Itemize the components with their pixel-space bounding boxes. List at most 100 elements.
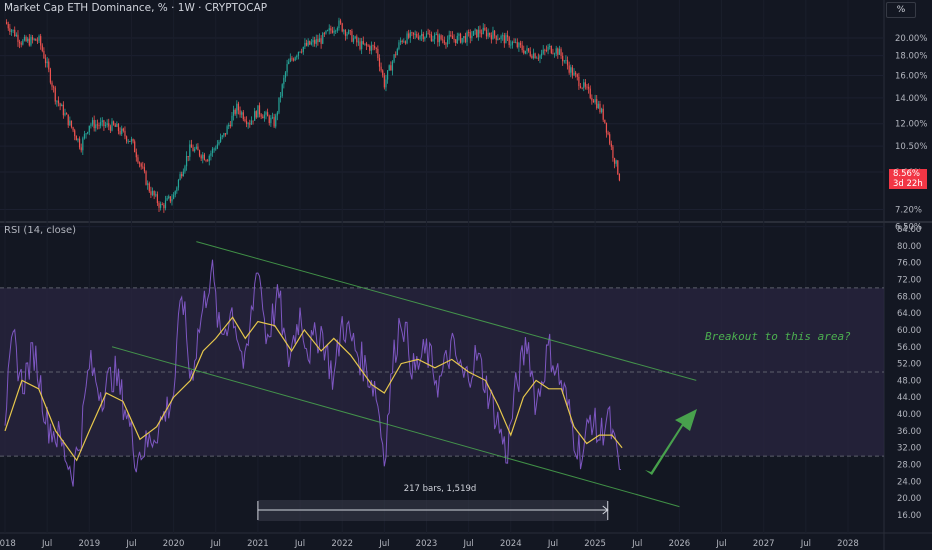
candle-body	[54, 87, 56, 102]
candle-body	[289, 58, 291, 62]
candle-body	[236, 103, 238, 114]
candle-body	[471, 35, 473, 39]
candle-body	[532, 53, 535, 59]
price-candles	[6, 17, 621, 213]
candle-body	[106, 123, 108, 125]
candle-body	[331, 30, 334, 33]
time-tick-label: 2023	[416, 539, 438, 549]
candle-body	[31, 37, 34, 40]
rsi-tick-label: 32.00	[897, 444, 921, 454]
candle-body	[153, 190, 155, 196]
candle-body	[111, 121, 113, 131]
candle-body	[177, 179, 180, 188]
time-tick-label: Jul	[631, 539, 642, 549]
candle-body	[299, 51, 301, 53]
rsi-tick-label: 64.00	[897, 309, 921, 319]
candle-body	[296, 55, 298, 58]
last-price-tag: 8.56% 3d 22h	[889, 169, 927, 189]
candle-body	[466, 32, 468, 43]
rsi-tick-label: 72.00	[897, 275, 921, 285]
candle-body	[445, 43, 447, 45]
candle-body	[291, 58, 293, 60]
candle-body	[288, 61, 290, 65]
candle-body	[101, 120, 103, 123]
rsi-tick-label: 52.00	[897, 360, 921, 370]
time-tick-label: Jul	[210, 539, 221, 549]
time-tick-label: Jul	[463, 539, 474, 549]
candle-body	[25, 37, 27, 42]
candle-body	[521, 45, 523, 51]
candle-body	[576, 74, 578, 77]
candle-body	[459, 33, 462, 43]
time-tick-label: 2020	[163, 539, 185, 549]
candle-body	[557, 48, 559, 55]
candle-body	[544, 49, 546, 51]
price-tick-label: 10.50%	[895, 142, 927, 152]
candle-body	[28, 38, 30, 46]
candle-body	[9, 28, 11, 32]
candle-body	[613, 158, 616, 164]
candle-body	[545, 50, 548, 52]
candle-body	[17, 34, 19, 42]
candle-body	[239, 110, 241, 115]
candle-body	[404, 41, 407, 44]
candle-body	[67, 114, 69, 126]
candle-body	[23, 37, 26, 41]
candle-body	[497, 38, 499, 40]
candle-body	[375, 48, 377, 49]
date-range-measure[interactable]	[257, 500, 609, 521]
candle-body	[318, 38, 321, 43]
candle-body	[140, 163, 142, 167]
candle-body	[135, 152, 137, 158]
candle-body	[143, 167, 146, 172]
candle-body	[278, 97, 280, 113]
candle-body	[202, 154, 204, 159]
candle-body	[255, 111, 257, 118]
measure-arrowhead	[602, 505, 609, 515]
candle-body	[472, 30, 475, 36]
candle-body	[489, 32, 491, 36]
candle-body	[526, 48, 528, 51]
candle-body	[541, 53, 543, 56]
candle-body	[393, 54, 395, 62]
candle-body	[315, 39, 317, 44]
candle-body	[59, 103, 61, 107]
candle-body	[327, 30, 329, 32]
candle-body	[198, 150, 201, 156]
candle-body	[229, 124, 231, 127]
candle-body	[148, 183, 150, 192]
candle-body	[519, 42, 522, 46]
time-tick-label: Jul	[41, 539, 52, 549]
candle-body	[429, 34, 431, 35]
candle-body	[446, 39, 449, 45]
candle-body	[498, 38, 501, 40]
percent-scale-button[interactable]: %	[886, 2, 916, 18]
trend-channel[interactable]	[111, 241, 697, 508]
candle-body	[116, 123, 118, 127]
candle-body	[508, 37, 510, 46]
candle-body	[36, 40, 39, 42]
candle-body	[352, 38, 355, 42]
time-tick-label: Jul	[125, 539, 136, 549]
candle-body	[511, 41, 514, 45]
candle-body	[40, 36, 42, 46]
candle-body	[85, 133, 87, 135]
candle-body	[581, 87, 583, 89]
breakout-annotation[interactable]: Breakout to this area?	[705, 330, 851, 343]
candle-body	[584, 82, 586, 87]
breakout-arrow[interactable]	[645, 409, 697, 475]
candle-body	[307, 40, 309, 46]
candle-body	[503, 35, 505, 44]
candle-body	[192, 147, 194, 152]
candle-body	[273, 117, 275, 127]
candle-body	[15, 34, 17, 37]
candle-body	[254, 111, 256, 121]
candle-body	[513, 41, 515, 43]
rsi-indicator-title[interactable]: RSI (14, close)	[4, 225, 77, 236]
candle-body	[181, 174, 183, 177]
candle-body	[391, 61, 394, 71]
bar-countdown: 3d 22h	[893, 179, 923, 189]
candle-body	[579, 86, 582, 88]
